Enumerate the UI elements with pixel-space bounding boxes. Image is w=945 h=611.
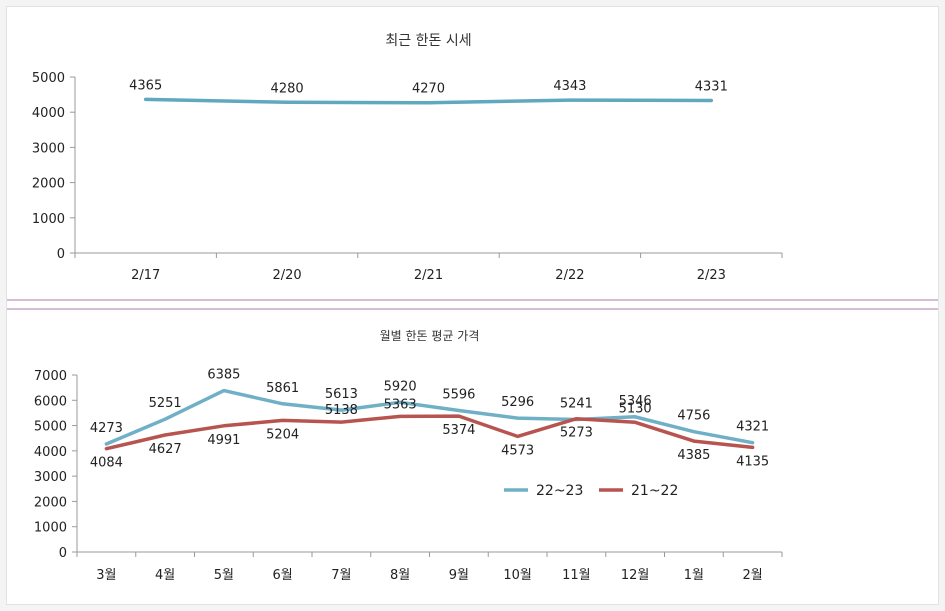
chart2-legend-label: 22~23 [536,483,583,499]
chart1-series-line-0 [143,97,714,105]
chart1-x-tick-label: 2/17 [131,268,160,283]
chart2-data-label: 4273 [90,421,123,436]
chart2-data-label: 5596 [442,388,475,403]
chart1-data-label: 4343 [553,79,586,94]
chart2-y-tick-label: 4000 [34,445,67,460]
chart2-data-label: 5204 [266,427,299,442]
chart2-data-label: 5363 [384,397,417,412]
chart1-x-tick-label: 2/23 [697,268,726,283]
chart2-legend-label: 21~22 [631,483,678,499]
chart2-y-tick-label: 0 [59,546,67,561]
chart1-data-label: 4331 [695,80,728,95]
chart1-x-tick-label: 2/21 [414,268,443,283]
chart1-x-tick-label: 2/20 [272,268,301,283]
chart2-y-tick-label: 6000 [34,394,67,409]
chart2-data-label: 4627 [149,442,182,457]
chart1-data-label: 4280 [271,81,304,96]
chart2-data-label: 4573 [501,443,534,458]
chart2-y-tick-label: 1000 [34,521,67,536]
chart2-title: 월별 한돈 평균 가격 [380,329,480,343]
chart1-data-label: 4365 [129,78,162,93]
chart2-data-label: 4084 [90,456,123,471]
chart1-x-tick-label: 2/22 [555,268,584,283]
chart2-data-label: 4385 [677,448,710,463]
chart-panel: 최근 한돈 시세 0 1000 2000 3000 4000 5000 2/17 2/20 2/2… [6,6,939,605]
chart2-x-tick-label: 7월 [331,568,351,583]
chart2-data-label: 5130 [619,401,652,416]
chart2-y-tick-label: 3000 [34,470,67,485]
chart2-data-label: 5296 [501,395,534,410]
chart2-x-tick-label: 4월 [155,568,175,583]
chart2-y-tick-label: 5000 [34,420,67,435]
chart2-data-label: 5241 [560,396,593,411]
chart2-x-tick-label: 2월 [743,568,763,583]
chart2-series-line-21-22 [104,414,755,451]
chart-canvas: 최근 한돈 시세 0 1000 2000 3000 4000 5000 2/17 2/20 2/2… [7,33,938,583]
chart2-data-label: 4321 [736,420,769,435]
chart2-x-tick-label: 9월 [449,568,469,583]
chart2-x-tick-label: 5월 [214,568,234,583]
chart2-series-line-22-23 [104,388,755,446]
chart2-data-label: 4135 [736,454,769,469]
chart2-data-label: 6385 [207,368,240,383]
chart1-title: 최근 한돈 시세 [385,33,471,49]
chart1-data-label: 4270 [412,82,445,97]
chart2-data-label: 5920 [384,379,417,394]
chart2-data-label: 4991 [207,433,240,448]
chart1-y-tick-label: 3000 [32,141,65,156]
chart1-y-tick-label: 1000 [32,212,65,227]
chart1-y-tick-label: 2000 [32,177,65,192]
chart2-data-label: 5613 [325,387,358,402]
chart2-y-tick-label: 2000 [34,495,67,510]
chart2-y-tick-label: 7000 [34,369,67,384]
chart2-data-label: 5374 [442,423,475,438]
chart2-data-label: 5346 [619,394,652,409]
chart2-data-label: 5251 [149,396,182,411]
chart2-x-tick-label: 10월 [503,568,532,583]
chart2-x-tick-label: 8월 [390,568,410,583]
chart2-data-label: 5273 [560,426,593,441]
chart1-y-tick-label: 5000 [32,71,65,86]
chart2-data-label: 4756 [677,409,710,424]
chart2-data-label: 5138 [325,403,358,418]
chart2-x-tick-label: 6월 [273,568,293,583]
chart2-x-tick-label: 12월 [621,568,650,583]
chart1-y-tick-label: 0 [57,247,65,262]
chart2-x-tick-label: 3월 [96,568,116,583]
chart1-y-tick-label: 4000 [32,106,65,121]
chart2-data-label: 5861 [266,381,299,396]
chart2-x-tick-label: 11월 [562,568,591,583]
chart2-x-tick-label: 1월 [684,568,704,583]
